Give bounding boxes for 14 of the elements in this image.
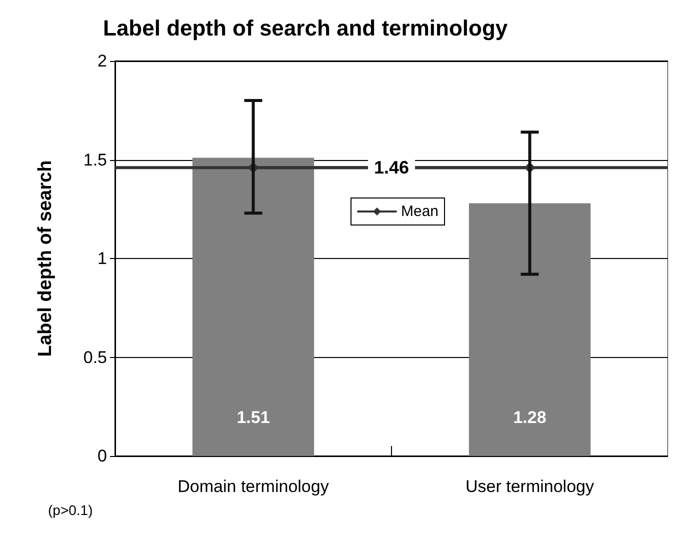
y-tick-label: 1 (98, 249, 107, 268)
x-tick-label: Domain terminology (178, 477, 330, 496)
chart-title: Label depth of search and terminology (103, 16, 508, 40)
text: (p>0.1) (48, 502, 93, 518)
y-tick-label: 2 (98, 52, 107, 70)
data-label: 1.51 (236, 408, 270, 427)
y-tick-label: 0.5 (83, 348, 107, 367)
data-label: 1.28 (513, 408, 546, 427)
ref-line-label: 1.46 (374, 158, 410, 178)
y-tick-label: 1.5 (83, 150, 107, 170)
y-axis-title: Label depth of search (35, 160, 56, 357)
x-tick-label: User terminology (466, 477, 594, 496)
y-tick-label: 0 (98, 446, 107, 466)
legend-label: Mean (401, 203, 439, 220)
